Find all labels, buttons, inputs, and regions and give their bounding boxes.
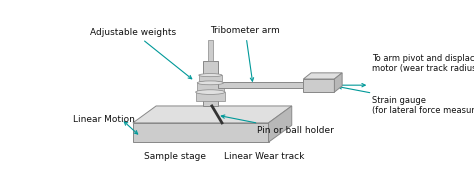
Text: Sample stage: Sample stage: [145, 152, 207, 161]
Polygon shape: [218, 82, 303, 88]
Polygon shape: [208, 40, 213, 61]
Polygon shape: [133, 123, 268, 142]
Polygon shape: [334, 73, 342, 92]
Text: Tribometer arm: Tribometer arm: [210, 26, 280, 81]
Polygon shape: [133, 106, 292, 123]
Polygon shape: [303, 73, 342, 79]
Polygon shape: [197, 83, 224, 91]
Text: Linear Motion: Linear Motion: [73, 115, 135, 124]
Ellipse shape: [199, 74, 222, 77]
Text: To arm pivot and displacement
motor (wear track radius adjustment): To arm pivot and displacement motor (wea…: [372, 54, 474, 73]
Polygon shape: [268, 106, 292, 142]
Text: Adjustable weights: Adjustable weights: [90, 28, 192, 79]
Ellipse shape: [197, 81, 224, 85]
Polygon shape: [303, 79, 334, 92]
Text: Strain gauge
(for lateral force measurement): Strain gauge (for lateral force measurem…: [338, 86, 474, 115]
Ellipse shape: [196, 90, 225, 94]
Text: Linear Wear track: Linear Wear track: [224, 152, 305, 161]
Polygon shape: [202, 61, 218, 106]
Polygon shape: [196, 92, 225, 101]
Text: Pin or ball holder: Pin or ball holder: [221, 115, 334, 135]
Polygon shape: [199, 75, 222, 81]
